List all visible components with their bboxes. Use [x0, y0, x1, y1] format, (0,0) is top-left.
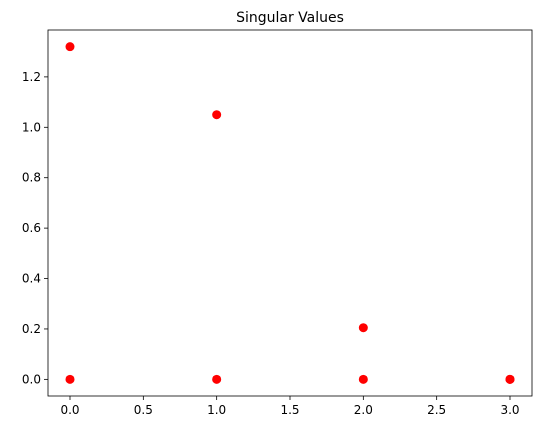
chart-title: Singular Values [236, 10, 344, 26]
data-point [212, 374, 222, 384]
x-axis: 0.0 0.5 1.0 1.5 2.0 2.5 3.0 [60, 396, 520, 417]
plot-frame [47, 29, 533, 397]
x-tick-label: 1.0 [207, 403, 226, 417]
data-point [65, 374, 75, 384]
x-tick-label: 2.5 [427, 403, 446, 417]
x-tick-label: 1.5 [280, 403, 299, 417]
data-point [505, 374, 515, 384]
data-point [358, 374, 368, 384]
y-tick-label: 0.0 [22, 372, 41, 386]
data-point [358, 323, 368, 333]
y-tick-label: 1.0 [22, 120, 41, 134]
y-tick-label: 0.6 [22, 221, 41, 235]
x-tick-label: 2.0 [354, 403, 373, 417]
x-tick-label: 3.0 [500, 403, 519, 417]
y-tick-label: 0.2 [22, 322, 41, 336]
x-tick-label: 0.5 [134, 403, 153, 417]
y-axis: 0.0 0.2 0.4 0.6 0.8 1.0 1.2 [22, 70, 48, 386]
x-tick-label: 0.0 [60, 403, 79, 417]
data-point [65, 42, 75, 52]
data-points [65, 42, 515, 384]
y-tick-label: 0.8 [22, 171, 41, 185]
y-tick-label: 1.2 [22, 70, 41, 84]
y-tick-label: 0.4 [22, 272, 41, 286]
data-point [212, 110, 222, 120]
